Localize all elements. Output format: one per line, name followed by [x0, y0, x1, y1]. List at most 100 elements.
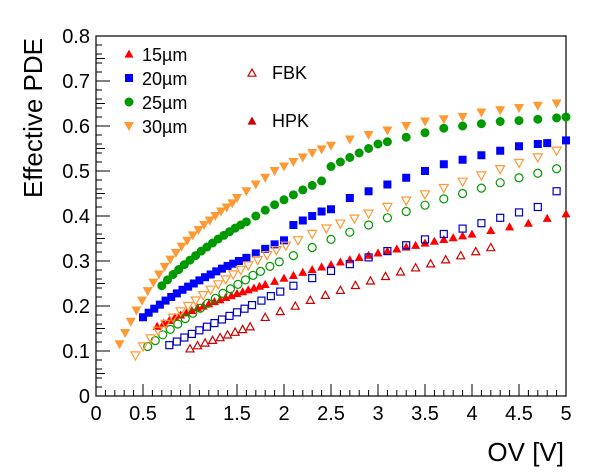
data-point [513, 158, 525, 169]
data-point [234, 257, 243, 265]
data-point [523, 218, 533, 227]
data-point [364, 220, 374, 230]
data-point [515, 142, 523, 151]
data-point [270, 200, 280, 210]
data-point [419, 190, 431, 201]
data-point [152, 326, 164, 337]
legend-label: HPK [272, 111, 309, 131]
data-point [326, 141, 336, 151]
data-point [125, 317, 136, 327]
data-point [458, 224, 467, 233]
data-point [157, 281, 167, 291]
data-point [153, 270, 164, 280]
data-point [201, 273, 210, 282]
data-point [159, 262, 170, 272]
x-tick-label: 3.5 [411, 403, 439, 425]
data-point [373, 248, 383, 257]
data-point [354, 252, 364, 261]
data-point [476, 108, 487, 118]
data-point [280, 236, 288, 245]
data-point [345, 153, 355, 162]
data-point [317, 262, 327, 271]
data-point [458, 155, 467, 164]
data-point [170, 312, 180, 321]
data-point [252, 255, 264, 266]
data-point [167, 293, 176, 301]
data-point [280, 241, 292, 252]
data-point [288, 270, 298, 279]
data-point [334, 219, 346, 230]
x-tick-label: 2.5 [317, 403, 345, 425]
x-tick-label: 4 [466, 403, 477, 425]
data-point [297, 153, 308, 163]
data-point [552, 187, 561, 196]
legend-marker [246, 67, 258, 77]
y-tick-label: 0.5 [62, 161, 90, 183]
data-point [237, 324, 248, 334]
data-point [401, 122, 412, 131]
x-tick-label: 0.5 [129, 403, 157, 425]
data-point [210, 293, 220, 303]
data-point [364, 187, 373, 196]
data-point [373, 139, 383, 149]
series-hpk-15um [152, 209, 571, 330]
data-point [364, 250, 374, 259]
data-point [382, 213, 392, 223]
data-point [495, 178, 505, 188]
data-point [155, 300, 164, 309]
data-point [380, 271, 391, 281]
legend-marker [124, 97, 134, 107]
data-point [129, 351, 141, 362]
data-point [276, 287, 285, 296]
data-point [298, 185, 308, 195]
data-point [261, 244, 270, 253]
data-point [145, 334, 157, 345]
data-point [165, 255, 176, 265]
data-point [383, 180, 392, 189]
data-point [455, 250, 466, 260]
data-point [251, 211, 261, 221]
data-point [308, 274, 317, 283]
data-point [457, 113, 468, 122]
data-point [552, 113, 562, 123]
data-point [345, 227, 355, 237]
legend-marker [247, 116, 257, 125]
data-point [162, 275, 172, 285]
data-point [245, 321, 256, 331]
data-point [514, 173, 524, 183]
legend-label: 25µm [142, 93, 187, 113]
data-point [289, 221, 298, 229]
y-tick-label: 0.2 [62, 296, 90, 318]
data-point [290, 300, 301, 310]
data-point [543, 139, 552, 148]
data-point [562, 136, 570, 145]
data-point [438, 115, 449, 125]
data-point [395, 266, 406, 276]
data-point [348, 214, 361, 225]
series-fbk-20um [165, 187, 561, 350]
data-point [542, 213, 552, 222]
data-point [381, 202, 393, 213]
data-point [279, 195, 289, 205]
data-point [199, 221, 210, 230]
data-point [551, 146, 563, 157]
y-tick-label: 0.1 [62, 341, 90, 363]
legend-label: 20µm [142, 69, 187, 89]
data-point [189, 279, 198, 288]
data-point [382, 246, 392, 255]
data-point [305, 294, 316, 304]
y-tick-label: 0.6 [62, 116, 90, 138]
data-point [495, 106, 506, 116]
y-tick-label: 0.8 [62, 26, 90, 48]
data-point [439, 234, 449, 243]
data-point [260, 312, 271, 322]
data-point [260, 173, 271, 183]
data-point [212, 280, 224, 291]
data-point [270, 276, 280, 285]
data-point [255, 266, 266, 276]
data-point [317, 176, 327, 186]
x-tick-label: 1.5 [223, 403, 251, 425]
data-point [514, 116, 524, 126]
data-point [137, 342, 149, 353]
data-point [173, 319, 183, 329]
